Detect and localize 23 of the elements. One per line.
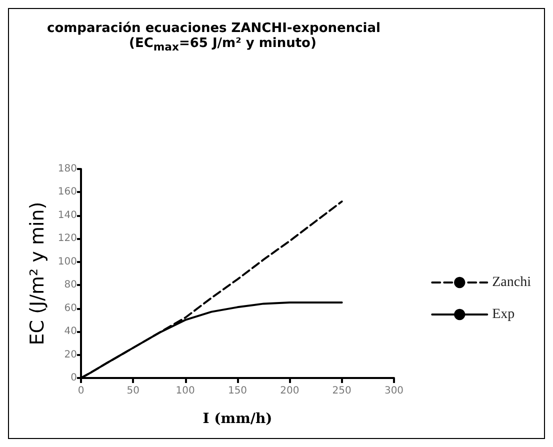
y-tick-label: 20 [64, 349, 77, 360]
y-tick-label: 0 [70, 372, 77, 384]
x-axis-title: I (mm/h) [202, 411, 272, 427]
x-tick-label: 250 [332, 386, 352, 396]
legend-label: Zanchi [492, 275, 532, 290]
y-tick-label: 140 [58, 210, 77, 221]
x-tick-label: 200 [280, 386, 300, 396]
x-tick-label: 100 [176, 386, 195, 396]
y-axis-title: EC (J/m² y min) [26, 202, 49, 346]
x-tick-label: 50 [126, 386, 140, 396]
legend-label: Exp [492, 307, 515, 322]
y-tick-label: 180 [58, 164, 77, 174]
y-tick-label: 160 [58, 186, 77, 198]
y-tick-label: 100 [58, 256, 77, 268]
x-tick-label: 300 [384, 386, 404, 396]
y-tick-label: 40 [64, 326, 77, 338]
chart-subtitle: (EC$_{max}$=65 J/m² y minuto) [128, 36, 318, 54]
chart-title: comparación ecuaciones ZANCHI-exponencial [46, 20, 382, 36]
x-tick-label: 150 [228, 386, 248, 396]
y-tick-label: 80 [64, 280, 77, 291]
y-tick-label: 60 [64, 302, 77, 314]
x-tick-label: 0 [78, 386, 84, 396]
y-tick-label: 120 [58, 233, 77, 244]
